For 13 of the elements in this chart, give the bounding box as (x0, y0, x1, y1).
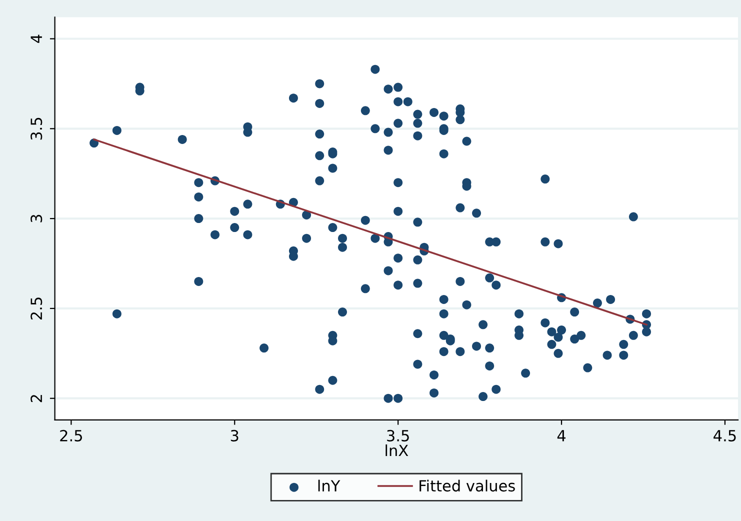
x-tick-label: 4.5 (714, 430, 736, 442)
x-axis-title: lnX (386, 444, 408, 456)
x-tick-label: 3.5 (387, 430, 409, 442)
legend-label: lnY (318, 480, 340, 492)
x-tick-label: 3 (230, 430, 238, 442)
legend-label: Fitted values (420, 480, 515, 492)
y-tick-label: 3.5 (30, 118, 42, 140)
x-tick-label: 2.5 (60, 430, 82, 442)
y-tick-label: 4 (30, 34, 42, 43)
x-tick-label: 4 (557, 430, 566, 442)
y-tick-label: 2 (30, 395, 42, 402)
y-tick-label: 2.5 (30, 298, 42, 320)
y-tick-label: 3 (30, 214, 42, 222)
